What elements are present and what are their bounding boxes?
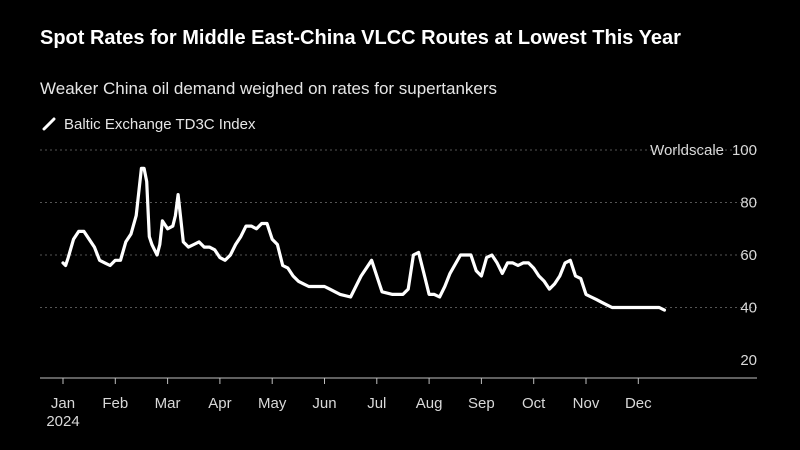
chart-subtitle: Weaker China oil demand weighed on rates… [40, 79, 498, 98]
x-tick-label: May [258, 395, 287, 412]
x-tick-label: Oct [522, 395, 546, 412]
x-tick-label: Dec [625, 395, 652, 412]
y-axis-ticks: 20 40 60 80 100 [732, 142, 757, 369]
x-tick-label: Nov [573, 395, 600, 412]
x-tick-label: Jan [51, 395, 75, 412]
x-tick-label: Sep [468, 395, 495, 412]
x-tick-label: Apr [208, 395, 231, 412]
x-tick-label: Jul [367, 395, 386, 412]
x-tick-label: Feb [102, 395, 128, 412]
series-layer [61, 166, 667, 312]
y-tick-label: 40 [740, 300, 757, 317]
x-tick-label: Mar [155, 395, 181, 412]
chart-title: Spot Rates for Middle East-China VLCC Ro… [40, 27, 681, 49]
x-tick-label: Aug [416, 395, 443, 412]
y-axis-label: Worldscale [650, 142, 724, 159]
series-line [61, 166, 667, 312]
y-tick-label: 20 [740, 352, 757, 369]
x-axis: Jan Feb Mar Apr May Jun Jul Aug Sep Oct Nov Dec 2024 [40, 377, 757, 430]
legend: Baltic Exchange TD3C Index [42, 114, 256, 134]
x-year-label: 2024 [46, 413, 79, 430]
y-tick-label: 80 [740, 195, 757, 212]
diagonal-line-icon [42, 117, 56, 131]
y-tick-label: 60 [740, 247, 757, 264]
x-tick-label: Jun [312, 395, 336, 412]
legend-label: Baltic Exchange TD3C Index [64, 115, 256, 133]
y-tick-label: 100 [732, 142, 757, 159]
